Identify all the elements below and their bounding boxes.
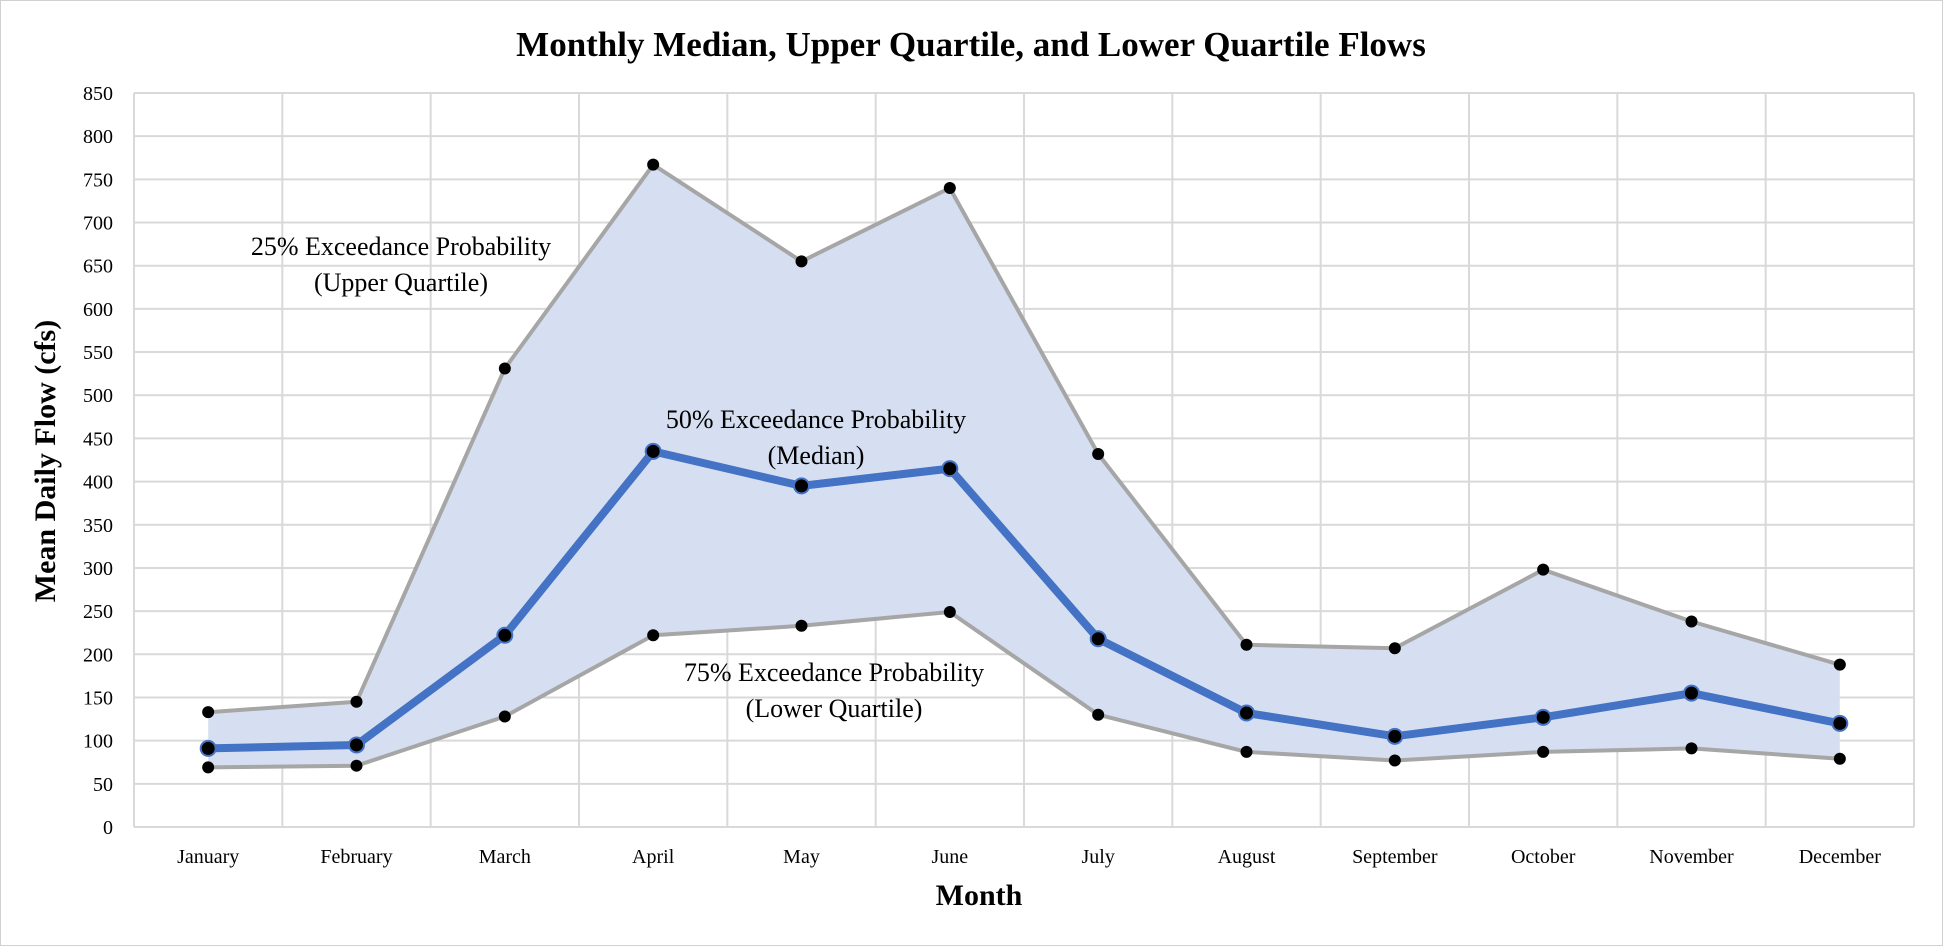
median-point bbox=[1386, 727, 1404, 745]
x-axis-title: Month bbox=[936, 879, 1023, 912]
lower-quartile-point bbox=[943, 605, 956, 618]
lower-quartile-point bbox=[1685, 742, 1698, 755]
median-point bbox=[1238, 704, 1255, 722]
annotation-line: 25% Exceedance Probability bbox=[251, 232, 551, 261]
y-tick-label: 800 bbox=[83, 126, 113, 148]
x-tick-label: June bbox=[931, 846, 968, 868]
quartile-band-fill bbox=[208, 164, 1840, 768]
x-tick-label: February bbox=[320, 846, 392, 868]
x-tick-label: May bbox=[783, 846, 820, 868]
y-axis-ticks: 0 50 100 150 200 250 300 350 400 450 500 550 600 650 7… bbox=[83, 83, 113, 839]
y-tick-label: 700 bbox=[83, 213, 113, 235]
median-point bbox=[1831, 714, 1849, 732]
median-point bbox=[199, 739, 217, 757]
median-point bbox=[496, 626, 514, 644]
annotation-label: 25% Exceedance Probability (Upper Quartil… bbox=[251, 232, 551, 297]
annotation-line: (Upper Quartile) bbox=[314, 268, 488, 297]
y-tick-label: 450 bbox=[83, 428, 113, 450]
y-tick-label: 150 bbox=[83, 687, 113, 709]
x-tick-label: December bbox=[1799, 846, 1882, 868]
annotation-label: 50% Exceedance Probability (Median) bbox=[666, 405, 966, 470]
lower-quartile-point bbox=[647, 629, 660, 642]
median-point bbox=[1089, 630, 1107, 648]
median-point bbox=[941, 460, 959, 478]
lower-quartile-point bbox=[1092, 708, 1105, 721]
lower-quartile-point bbox=[1833, 752, 1846, 765]
series-markers bbox=[199, 158, 1849, 774]
y-tick-label: 550 bbox=[83, 342, 113, 364]
upper-quartile-point bbox=[350, 695, 363, 708]
y-tick-label: 350 bbox=[83, 515, 113, 537]
median-point bbox=[644, 442, 662, 460]
upper-quartile-point bbox=[1240, 638, 1253, 651]
y-tick-label: 850 bbox=[83, 83, 113, 105]
x-tick-label: August bbox=[1218, 846, 1276, 868]
x-axis-ticks: January February March April May June July Augu… bbox=[177, 846, 1881, 868]
lower-quartile-point bbox=[1388, 754, 1401, 767]
x-tick-label: November bbox=[1649, 846, 1734, 868]
x-tick-label: July bbox=[1081, 846, 1114, 868]
y-tick-label: 200 bbox=[83, 644, 113, 666]
y-tick-label: 500 bbox=[83, 385, 113, 407]
x-tick-label: January bbox=[177, 846, 239, 868]
lower-quartile-point bbox=[1240, 745, 1253, 758]
annotation-line: 50% Exceedance Probability bbox=[666, 405, 966, 434]
lower-quartile-point bbox=[795, 619, 808, 632]
lower-quartile-line bbox=[208, 610, 1840, 770]
upper-quartile-line bbox=[208, 162, 1841, 715]
median-point bbox=[793, 477, 810, 495]
median-point bbox=[1683, 684, 1700, 702]
annotation-line: 75% Exceedance Probability bbox=[684, 658, 984, 687]
series-lines bbox=[204, 162, 1844, 770]
y-tick-label: 650 bbox=[83, 256, 113, 278]
x-tick-label: September bbox=[1352, 846, 1438, 868]
upper-quartile-point bbox=[943, 181, 956, 194]
median-point bbox=[348, 736, 365, 754]
upper-quartile-point bbox=[795, 255, 808, 268]
y-tick-label: 0 bbox=[103, 817, 113, 839]
y-tick-label: 600 bbox=[83, 299, 113, 321]
quartile-band bbox=[208, 164, 1840, 768]
lower-quartile-point bbox=[350, 759, 363, 772]
upper-quartile-point bbox=[1685, 615, 1698, 628]
upper-quartile-point bbox=[1092, 447, 1105, 460]
annotation-line: (Lower Quartile) bbox=[746, 694, 923, 723]
upper-quartile-point bbox=[1833, 658, 1846, 671]
y-tick-label: 50 bbox=[93, 774, 113, 796]
y-tick-label: 400 bbox=[83, 472, 113, 494]
x-tick-label: October bbox=[1511, 846, 1576, 868]
upper-quartile-point bbox=[647, 158, 660, 171]
y-axis-title: Mean Daily Flow (cfs) bbox=[29, 320, 62, 602]
y-tick-label: 750 bbox=[83, 169, 113, 191]
y-tick-label: 300 bbox=[83, 558, 113, 580]
annotation-line: (Median) bbox=[768, 441, 865, 470]
chart-title: Monthly Median, Upper Quartile, and Lowe… bbox=[516, 25, 1426, 64]
y-tick-label: 250 bbox=[83, 601, 113, 623]
upper-quartile-point bbox=[498, 362, 511, 375]
annotation-label: 75% Exceedance Probability (Lower Quartil… bbox=[684, 658, 984, 723]
upper-quartile-point bbox=[202, 706, 215, 719]
x-tick-label: April bbox=[632, 846, 675, 868]
lower-quartile-point bbox=[498, 710, 511, 723]
lower-quartile-point bbox=[1537, 745, 1550, 758]
y-tick-label: 100 bbox=[83, 731, 113, 753]
x-tick-label: March bbox=[479, 846, 531, 868]
upper-quartile-point bbox=[1388, 642, 1401, 655]
annotations: 25% Exceedance Probability (Upper Quartil… bbox=[251, 232, 984, 723]
upper-quartile-point bbox=[1537, 563, 1550, 576]
median-line bbox=[204, 447, 1844, 753]
median-point bbox=[1534, 708, 1552, 726]
lower-quartile-point bbox=[202, 761, 215, 774]
